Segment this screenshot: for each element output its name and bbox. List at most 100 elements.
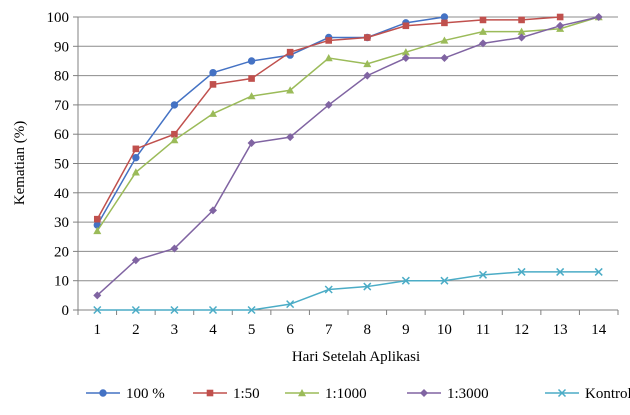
data-point [324,100,333,109]
data-point [517,27,526,35]
y-tick-label: 50 [54,157,69,173]
data-point [93,305,102,315]
legend-marker [99,389,107,397]
y-tick-label: 10 [54,274,69,290]
data-point [286,86,295,94]
data-point [325,37,333,44]
x-tick-label: 1 [94,322,102,338]
data-point [440,13,449,21]
series-line [96,16,599,232]
legend-item-1: 100 % [86,386,165,402]
legend-label: 1:1000 [325,386,367,402]
y-tick-label: 100 [47,10,70,26]
series-5 [93,267,603,315]
data-point [517,267,526,276]
data-point [208,305,218,315]
series-4 [93,13,603,300]
x-tick-label: 12 [514,322,529,338]
data-point [209,81,217,88]
data-point [440,54,449,63]
data-point [479,39,487,48]
legend-label: 1:50 [233,386,260,402]
data-point [363,59,372,68]
x-tick-label: 7 [325,322,333,338]
data-point [93,215,101,223]
x-axis-title: Hari Setelah Aplikasi [292,349,420,365]
data-point [363,71,372,80]
data-point [440,276,449,285]
x-tick-label: 9 [402,322,410,338]
x-tick-label: 6 [286,322,294,338]
data-point [248,75,255,82]
x-tick-label: 3 [171,322,179,338]
legend: 100 % 1:50 1:1000 1:3000 Kontrol [86,386,630,402]
series-line [96,16,561,220]
x-tick-label: 11 [476,322,490,338]
legend-item-5: Kontrol [545,386,630,402]
data-point [170,305,179,315]
gridlines [78,16,618,282]
data-point [209,68,217,77]
data-point [170,101,179,109]
legend-marker [420,389,428,397]
data-point [247,305,256,315]
y-tick-label: 80 [54,69,69,85]
x-tick-label: 5 [248,322,256,338]
x-tick-label: 14 [591,322,607,338]
data-point [402,22,410,30]
data-point [247,138,256,147]
data-point [324,54,333,62]
data-point [209,109,217,117]
data-point [247,57,256,65]
series-line [96,16,599,296]
data-point [286,133,295,142]
y-tick-label: 70 [54,98,69,114]
data-point [131,168,140,176]
data-point [479,16,487,24]
data-point [478,270,488,279]
legend-label: Kontrol [585,386,630,402]
x-tick-label: 8 [364,322,372,338]
legend-item-3: 1:1000 [285,386,367,402]
data-point [171,130,178,138]
data-point [132,145,140,153]
data-point [93,226,102,235]
data-point [247,92,256,100]
legend-marker [298,389,306,397]
y-tick-label: 90 [54,39,69,55]
y-tick-label: 40 [54,186,69,202]
data-point [594,267,603,276]
data-point [363,282,372,291]
series-line [96,16,445,226]
y-tick-label: 30 [54,215,69,231]
data-point [556,21,565,30]
data-point [401,276,410,285]
x-tick-label: 4 [209,322,217,338]
series-3 [93,13,603,235]
data-point [518,16,525,24]
data-point [286,48,294,56]
data-point [363,34,371,41]
axis-labels: Kematian (%) Hari Setelah Aplikasi [12,121,420,365]
data-point [401,48,410,56]
x-tick-label: 2 [132,322,140,338]
data-point [286,300,295,309]
y-tick-label: 0 [62,303,70,319]
x-tick-label: 13 [553,322,568,338]
data-point [209,206,217,215]
data-point [517,33,526,42]
series-lines [93,13,603,315]
data-point [324,285,333,294]
data-point [132,153,140,162]
data-point [479,27,487,35]
data-point [556,267,565,276]
data-point [441,19,448,27]
series-1 [93,13,449,229]
y-tick-label: 60 [54,127,69,143]
series-line [97,271,599,311]
data-point [556,13,564,21]
data-point [131,256,140,265]
y-axis-title: Kematian (%) [12,121,28,206]
